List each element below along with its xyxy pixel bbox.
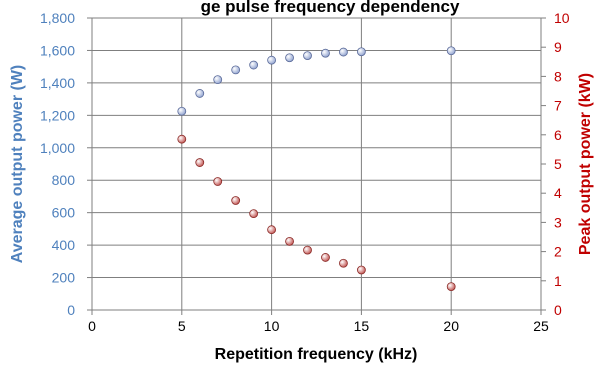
peak-power-point <box>249 209 259 219</box>
left-y-tick-label: 600 <box>52 205 76 221</box>
average-power-point <box>285 53 294 63</box>
left-y-tick-label: 200 <box>52 270 76 286</box>
left-y-axis-label: Average output power (W) <box>9 65 26 264</box>
x-tick-label: 0 <box>88 318 96 334</box>
peak-power-point <box>231 196 241 205</box>
average-power-point <box>356 47 366 57</box>
x-tick-label: 25 <box>533 318 549 334</box>
average-power-point <box>303 51 312 61</box>
peak-power-point <box>356 265 366 275</box>
average-power-point <box>249 60 259 70</box>
x-tick-label: 10 <box>264 318 280 334</box>
x-axis-label: Repetition frequency (kHz) <box>215 346 418 363</box>
left-y-tick-label: 1,800 <box>40 10 75 26</box>
average-power-point <box>339 47 348 57</box>
right-y-axis-ticks: 0 1 2 3 4 5 6 7 8 9 10 <box>541 10 570 318</box>
x-tick-label: 15 <box>354 318 370 334</box>
grid <box>91 17 542 311</box>
peak-power-point <box>195 158 205 167</box>
left-y-tick-label: 1,600 <box>40 42 75 58</box>
right-y-tick-label: 2 <box>554 244 562 260</box>
peak-power-point <box>213 177 223 186</box>
peak-power-point <box>446 282 456 292</box>
right-y-tick-label: 7 <box>554 98 562 114</box>
right-y-tick-label: 10 <box>554 10 570 26</box>
x-axis-ticks: 0 5 10 15 20 25 <box>88 310 549 334</box>
left-y-tick-label: 0 <box>67 302 75 318</box>
average-power-point <box>446 46 456 56</box>
average-power-point <box>267 55 277 65</box>
peak-power-point <box>177 134 187 144</box>
x-tick-label: 5 <box>178 318 186 334</box>
peak-power-point <box>267 225 277 235</box>
average-power-point <box>321 48 330 58</box>
right-y-tick-label: 9 <box>554 39 562 55</box>
plot-area-border <box>91 17 542 311</box>
left-y-tick-label: 1,200 <box>40 107 75 123</box>
right-y-tick-label: 5 <box>554 156 562 172</box>
average-power-point <box>213 75 223 85</box>
peak-power-point <box>303 245 312 255</box>
average-power-point <box>231 65 241 75</box>
left-y-tick-label: 1,000 <box>40 140 75 156</box>
left-y-tick-label: 400 <box>52 237 76 253</box>
right-y-tick-label: 1 <box>554 273 562 289</box>
left-y-tick-label: 800 <box>52 172 76 188</box>
right-y-tick-label: 8 <box>554 68 562 84</box>
right-y-tick-label: 0 <box>554 302 562 318</box>
right-y-axis-label: Peak output power (kW) <box>577 73 594 255</box>
right-y-tick-label: 4 <box>554 185 562 201</box>
left-y-tick-label: 1,400 <box>40 75 75 91</box>
peak-power-point <box>285 236 294 246</box>
right-y-tick-label: 3 <box>554 214 562 230</box>
peak-power-point <box>339 258 348 268</box>
average-power-point <box>195 89 205 98</box>
x-tick-label: 20 <box>443 318 459 334</box>
average-power-point <box>177 106 187 116</box>
peak-power-point <box>321 253 330 262</box>
right-y-tick-label: 6 <box>554 127 562 143</box>
chart-title: ge pulse frequency dependency <box>201 0 460 16</box>
data-points <box>177 46 456 292</box>
left-y-axis-ticks: 0 200 400 600 800 1,000 1,200 1,400 1,600 1,800 <box>40 10 92 318</box>
